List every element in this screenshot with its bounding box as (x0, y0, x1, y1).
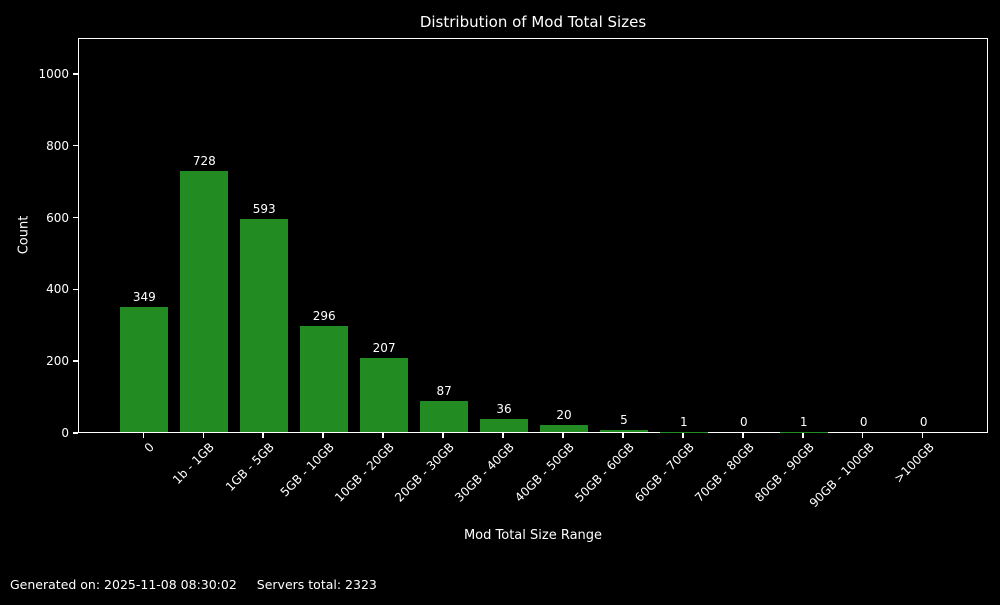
x-tick-mark (502, 433, 504, 438)
y-tick-mark (73, 432, 78, 434)
bar-value-label: 728 (193, 154, 216, 168)
y-tick-label: 600 (9, 211, 69, 225)
plot-area: 349 728 593 296 207 87 36 20 5 1 0 1 0 0 (78, 38, 988, 433)
y-tick-label: 0 (9, 426, 69, 440)
bar (360, 358, 408, 432)
y-tick-mark (73, 73, 78, 75)
x-tick-mark (922, 433, 924, 438)
bar (420, 401, 468, 432)
bar-value-label: 1 (680, 415, 688, 429)
bar-value-label: 0 (740, 415, 748, 429)
x-tick-mark (382, 433, 384, 438)
bar-value-label: 593 (253, 202, 276, 216)
y-tick-label: 400 (9, 282, 69, 296)
bar-value-label: 0 (860, 415, 868, 429)
chart-title: Distribution of Mod Total Sizes (78, 13, 988, 31)
y-tick-label: 1000 (9, 67, 69, 81)
y-tick-mark (73, 217, 78, 219)
x-tick-mark (322, 433, 324, 438)
x-tick-mark (622, 433, 624, 438)
generated-timestamp: Generated on: 2025-11-08 08:30:02 (10, 577, 237, 592)
bar-value-label: 5 (620, 413, 628, 427)
bar (120, 307, 168, 432)
bar (600, 430, 648, 432)
bar-value-label: 20 (556, 408, 571, 422)
bar-value-label: 36 (496, 402, 511, 416)
bar (300, 326, 348, 432)
bar (240, 219, 288, 432)
y-tick-label: 200 (9, 354, 69, 368)
bar-value-label: 87 (436, 384, 451, 398)
y-tick-mark (73, 289, 78, 291)
x-tick-mark (262, 433, 264, 438)
bar-value-label: 296 (313, 309, 336, 323)
x-tick-mark (682, 433, 684, 438)
bar (180, 171, 228, 432)
y-tick-label: 800 (9, 139, 69, 153)
x-tick-mark (562, 433, 564, 438)
servers-total: Servers total: 2323 (257, 577, 377, 592)
bar (480, 419, 528, 432)
bar-value-label: 207 (373, 341, 396, 355)
x-tick-mark (442, 433, 444, 438)
y-tick-mark (73, 360, 78, 362)
x-tick-mark (742, 433, 744, 438)
x-tick-mark (862, 433, 864, 438)
chart-footer: Generated on: 2025-11-08 08:30:02 Server… (10, 577, 377, 592)
x-tick-mark (802, 433, 804, 438)
bar (540, 425, 588, 432)
bar-value-label: 1 (800, 415, 808, 429)
bar-value-label: 349 (133, 290, 156, 304)
bar-value-label: 0 (920, 415, 928, 429)
x-tick-mark (203, 433, 205, 438)
y-tick-mark (73, 145, 78, 147)
x-axis-label: Mod Total Size Range (78, 528, 988, 543)
x-tick-mark (143, 433, 145, 438)
